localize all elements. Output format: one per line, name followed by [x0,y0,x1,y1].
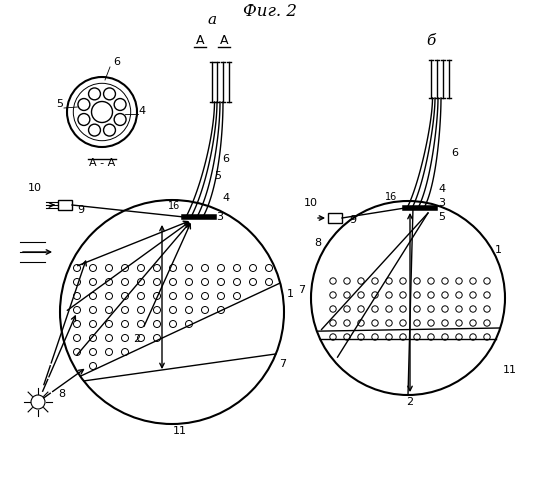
Text: 6: 6 [451,148,458,158]
Text: 8: 8 [314,238,321,248]
Text: 9: 9 [349,215,356,225]
Text: 16: 16 [385,192,397,202]
Text: A: A [195,34,204,47]
Text: 10: 10 [28,183,42,193]
Text: 4: 4 [222,193,229,203]
Bar [58,200,72,210]
Text: 11: 11 [503,365,517,375]
Text: 3: 3 [438,198,445,208]
Text: 5: 5 [57,99,64,109]
Text: A - A: A - A [89,158,115,168]
Text: б: б [427,34,436,48]
Text: A: A [220,34,228,47]
Text: 5: 5 [214,171,221,181]
Bar [328,213,342,223]
Text: 5: 5 [438,212,445,222]
Text: 3: 3 [216,212,223,222]
Text: 7: 7 [279,359,286,369]
Text: 1: 1 [495,245,502,255]
Text: 2: 2 [133,334,140,344]
Text: 16: 16 [168,201,180,211]
Text: 9: 9 [77,205,84,215]
Text: 6: 6 [222,154,229,164]
Text: 8: 8 [58,389,65,399]
Text: 1: 1 [287,289,294,299]
Text: 7: 7 [298,285,305,295]
Text: Фиг. 2: Фиг. 2 [243,3,297,21]
Text: 2: 2 [407,397,414,407]
Text: 10: 10 [304,198,318,208]
Text: 11: 11 [173,426,187,436]
Text: 4: 4 [138,106,146,116]
Text: 6: 6 [113,57,120,67]
Text: 4: 4 [438,184,445,194]
Text: а: а [207,13,217,27]
